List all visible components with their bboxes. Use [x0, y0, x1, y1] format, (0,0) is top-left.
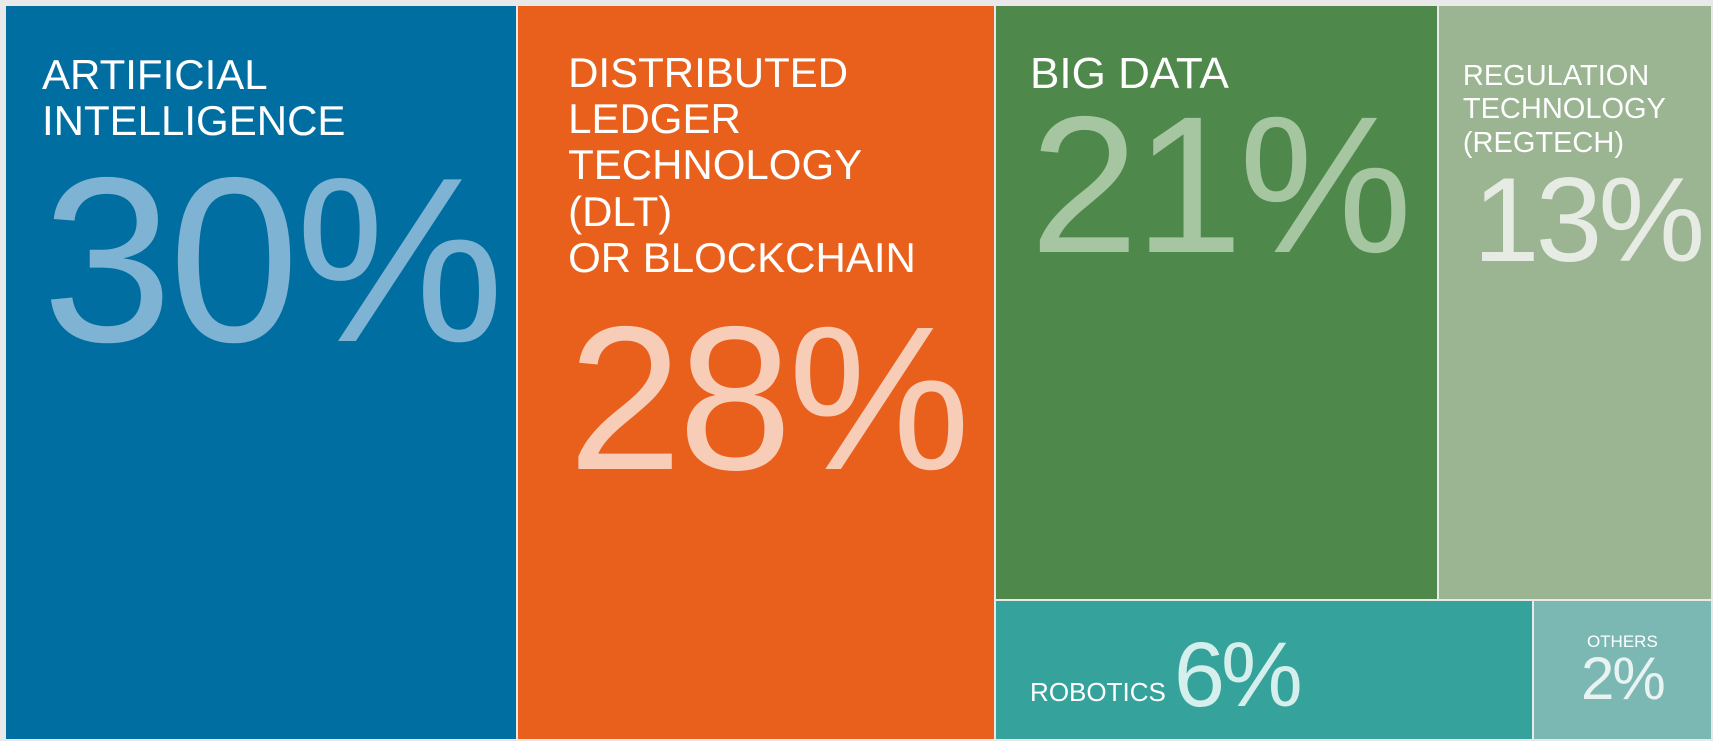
- cell-label: ROBOTICS: [1030, 677, 1166, 708]
- treemap-cell: ROBOTICS 6%: [996, 601, 1532, 739]
- treemap-cell: OTHERS 2%: [1533, 601, 1711, 739]
- value-label: 6%: [1173, 624, 1303, 727]
- value-label: 21%: [1030, 76, 1412, 295]
- cell-label: ARTIFICIAL INTELLIGENCE: [42, 51, 346, 145]
- cell-label: DISTRIBUTED LEDGER TECHNOLOGY (DLT) OR B…: [568, 49, 916, 281]
- cell-label: BIG DATA: [1030, 49, 1229, 98]
- value-label: 28%: [568, 283, 970, 513]
- treemap-cell: REGULATION TECHNOLOGY (REGTECH) 13%: [1438, 6, 1711, 599]
- value-label: 13%: [1472, 153, 1705, 288]
- treemap-cell: BIG DATA 21%: [996, 6, 1437, 599]
- cell-label: OTHERS: [1586, 632, 1658, 651]
- treemap-cell: ARTIFICIAL INTELLIGENCE 30%: [6, 6, 517, 739]
- value-label: 30%: [42, 128, 504, 392]
- cell-label: REGULATION TECHNOLOGY (REGTECH): [1462, 60, 1666, 159]
- treemap-cell: DISTRIBUTED LEDGER TECHNOLOGY (DLT) OR B…: [518, 6, 995, 739]
- value-label: 2%: [1581, 644, 1666, 712]
